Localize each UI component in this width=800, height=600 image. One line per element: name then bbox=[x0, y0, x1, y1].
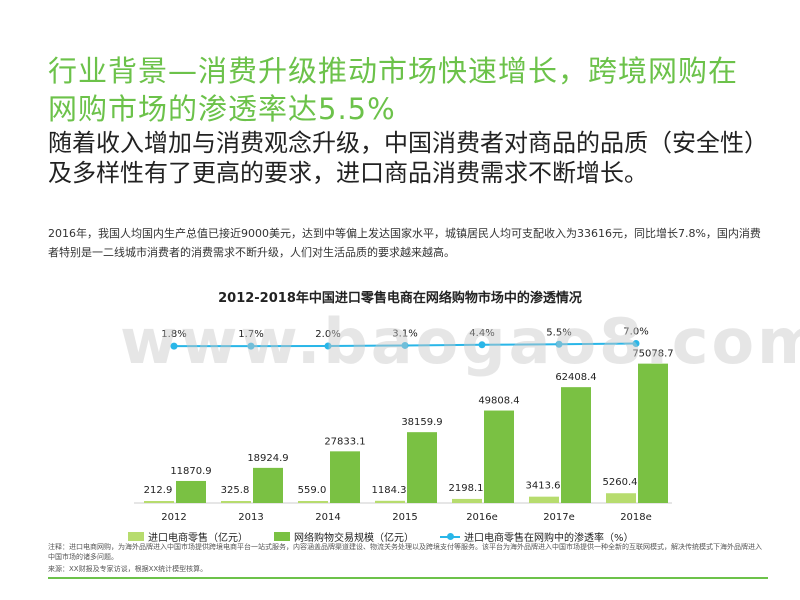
label-import-2016e: 2198.1 bbox=[449, 483, 484, 494]
category-label-2013: 2013 bbox=[238, 512, 263, 523]
label-online-2017e: 62408.4 bbox=[555, 372, 596, 383]
description-paragraph: 2016年，我国人均国内生产总值已接近9000美元，达到中等偏上发达国家水平，城… bbox=[48, 227, 761, 259]
footnote: 注释：进口电商网购，为海外品牌进入中国市场提供跨境电商平台一站式服务，内容涵盖品… bbox=[48, 543, 762, 561]
label-rate-2012: 1.8% bbox=[161, 329, 186, 340]
legend-item-rate: 进口电商零售在网购中的渗透率（%） bbox=[440, 529, 634, 544]
label-import-2015: 1184.3 bbox=[372, 485, 407, 496]
point-rate-2017e bbox=[555, 340, 563, 348]
bar-import-2016e bbox=[452, 498, 482, 503]
bar-import-2014 bbox=[298, 501, 328, 503]
point-rate-2018e bbox=[632, 340, 640, 347]
legend-item-import: 进口电商零售（亿元） bbox=[128, 529, 248, 544]
bar-online-2014 bbox=[330, 451, 360, 503]
label-online-2016e: 49808.4 bbox=[478, 396, 519, 407]
chart-legend: 进口电商零售（亿元） 网络购物交易规模（亿元） 进口电商零售在网购中的渗透率（%… bbox=[128, 529, 688, 544]
bar-import-2012 bbox=[144, 501, 174, 503]
label-rate-2015: 3.1% bbox=[392, 328, 417, 339]
label-online-2014: 27833.1 bbox=[324, 436, 365, 447]
page-subtitle: 随着收入增加与消费观念升级，中国消费者对商品的品质（安全性）及多样性有了更高的要… bbox=[48, 129, 768, 187]
bottom-divider bbox=[48, 577, 768, 579]
bar-import-2015 bbox=[375, 500, 405, 503]
bar-online-2015 bbox=[407, 432, 437, 503]
legend-item-online: 网络购物交易规模（亿元） bbox=[274, 529, 414, 544]
category-label-2014: 2014 bbox=[315, 512, 340, 523]
bar-import-2018e bbox=[606, 493, 636, 503]
bar-import-2017e bbox=[529, 496, 559, 503]
category-label-2016e: 2016e bbox=[466, 512, 498, 523]
page-title: 行业背景—消费升级推动市场快速增长，跨境网购在网购市场的渗透率达5.5% bbox=[48, 54, 739, 126]
category-label-2017e: 2017e bbox=[543, 512, 575, 523]
label-rate-2017e: 5.5% bbox=[546, 327, 571, 338]
label-rate-2018e: 7.0% bbox=[623, 327, 648, 338]
label-import-2018e: 5260.4 bbox=[603, 477, 638, 488]
category-label-2015: 2015 bbox=[392, 512, 417, 523]
legend-swatch-rate bbox=[440, 532, 460, 541]
label-online-2012: 11870.9 bbox=[170, 466, 211, 477]
label-rate-2016e: 4.4% bbox=[469, 328, 494, 339]
label-online-2013: 18924.9 bbox=[247, 453, 288, 464]
legend-swatch-online bbox=[274, 532, 290, 541]
label-import-2014: 559.0 bbox=[298, 485, 327, 496]
point-rate-2013 bbox=[247, 342, 255, 350]
label-import-2017e: 3413.6 bbox=[526, 481, 561, 492]
legend-label-import: 进口电商零售（亿元） bbox=[148, 533, 248, 544]
bar-online-2012 bbox=[176, 480, 206, 503]
category-label-2012: 2012 bbox=[161, 512, 186, 523]
legend-swatch-import bbox=[128, 532, 144, 541]
point-rate-2016e bbox=[478, 341, 486, 349]
category-label-2018e: 2018e bbox=[620, 512, 652, 523]
legend-label-rate: 进口电商零售在网购中的渗透率（%） bbox=[464, 533, 634, 544]
point-rate-2012 bbox=[170, 342, 178, 350]
bar-import-2013 bbox=[221, 501, 251, 503]
source-note: 来源：XX财报及专家访谈，根据XX统计模型核算。 bbox=[48, 565, 208, 573]
point-rate-2015 bbox=[401, 341, 409, 349]
legend-label-online: 网络购物交易规模（亿元） bbox=[294, 533, 414, 544]
chart-title: 2012-2018年中国进口零售电商在网络购物市场中的渗透情况 bbox=[218, 291, 582, 306]
label-online-2015: 38159.9 bbox=[401, 417, 442, 428]
bar-online-2013 bbox=[253, 467, 283, 503]
label-online-2018e: 75078.7 bbox=[632, 349, 673, 360]
label-import-2012: 212.9 bbox=[144, 485, 173, 496]
bar-online-2017e bbox=[561, 387, 591, 503]
label-import-2013: 325.8 bbox=[221, 485, 250, 496]
label-rate-2014: 2.0% bbox=[315, 329, 340, 340]
label-rate-2013: 1.7% bbox=[238, 329, 263, 340]
point-rate-2014 bbox=[324, 342, 332, 350]
bar-online-2016e bbox=[484, 410, 514, 503]
bar-online-2018e bbox=[638, 363, 668, 503]
